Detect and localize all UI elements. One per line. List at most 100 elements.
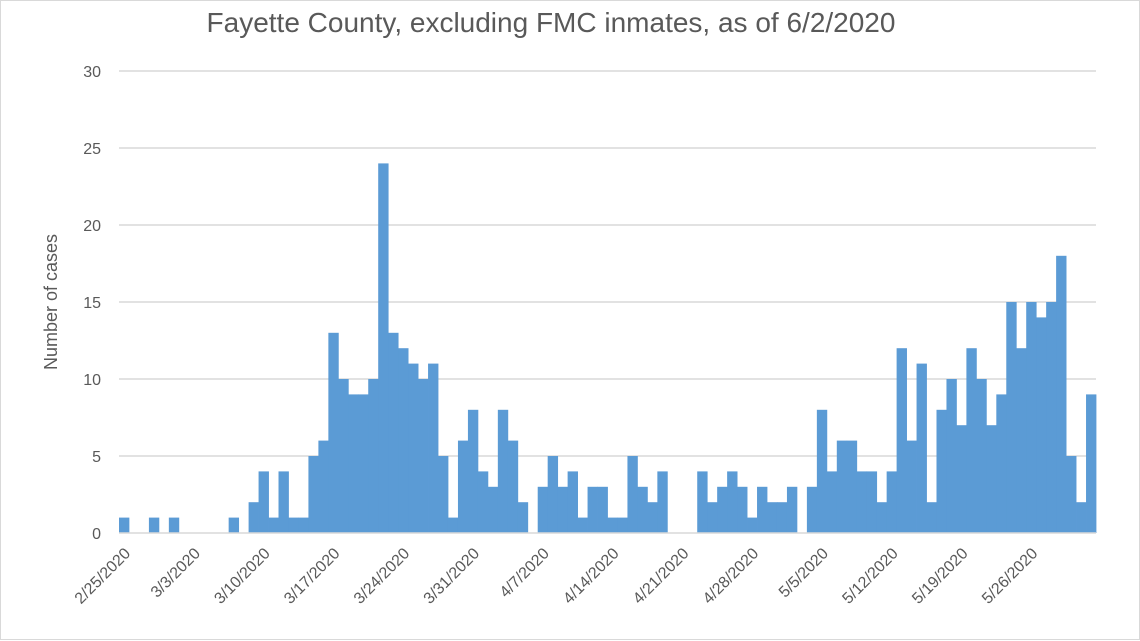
- bar: [607, 517, 618, 533]
- bar: [447, 517, 459, 533]
- bar: [816, 409, 828, 533]
- bar: [856, 471, 868, 533]
- bar: [428, 363, 439, 533]
- bar: [876, 502, 888, 533]
- bar: [338, 379, 349, 533]
- y-tick-label: 30: [83, 64, 101, 81]
- bar: [438, 456, 449, 533]
- bar: [358, 394, 369, 533]
- x-tick-label: 5/5/2020: [776, 545, 832, 601]
- bar: [388, 332, 399, 533]
- bar: [717, 486, 728, 533]
- bar: [976, 379, 987, 533]
- bar: [866, 471, 878, 533]
- bar: [378, 163, 389, 533]
- bar: [298, 517, 309, 533]
- bar: [637, 486, 648, 533]
- bar: [398, 348, 409, 533]
- x-tick-label: 2/25/2020: [72, 545, 134, 607]
- bar: [148, 517, 160, 533]
- x-tick-label: 4/7/2020: [497, 545, 553, 601]
- bar: [966, 348, 977, 533]
- bar: [956, 425, 967, 533]
- bar: [916, 363, 927, 533]
- bar: [1036, 317, 1047, 533]
- bar: [258, 471, 269, 533]
- bar: [577, 517, 588, 533]
- y-tick-label: 25: [83, 141, 101, 158]
- bar: [747, 517, 758, 533]
- y-tick-label: 15: [83, 295, 101, 312]
- bar: [1056, 255, 1067, 534]
- x-tick-label: 3/3/2020: [148, 545, 204, 601]
- bar: [537, 486, 549, 533]
- bar: [647, 502, 658, 533]
- bar: [946, 379, 957, 533]
- x-tick-label: 5/12/2020: [839, 545, 901, 607]
- bar: [477, 471, 489, 533]
- bar: [737, 486, 748, 533]
- bar: [119, 517, 130, 533]
- bar: [547, 456, 559, 533]
- bar: [168, 517, 180, 533]
- bar: [567, 471, 578, 533]
- x-tick-label: 3/24/2020: [351, 545, 413, 607]
- bar: [368, 379, 379, 533]
- bar: [657, 471, 668, 533]
- gridlines: [119, 70, 1096, 457]
- bar: [926, 502, 937, 533]
- chart-title: Fayette County, excluding FMC inmates, a…: [206, 7, 896, 38]
- bar: [408, 363, 419, 533]
- x-tick-label: 5/19/2020: [909, 545, 971, 607]
- bar: [757, 486, 768, 533]
- bar: [1066, 456, 1077, 533]
- bars: [119, 163, 1097, 534]
- bar: [986, 425, 997, 533]
- bar: [268, 517, 279, 533]
- bar: [697, 471, 708, 533]
- bar: [308, 456, 319, 533]
- bar: [767, 502, 778, 533]
- bar: [228, 517, 240, 533]
- y-tick-label: 5: [92, 449, 101, 466]
- y-tick-label: 0: [92, 526, 101, 543]
- bar: [467, 409, 479, 533]
- bar: [1006, 302, 1017, 533]
- x-tick-labels: 2/25/2020 3/3/2020 3/10/2020 3/17/2020 3/24/…: [72, 545, 1042, 607]
- bar: [348, 394, 359, 533]
- bar: [727, 471, 738, 533]
- bar: [826, 471, 838, 533]
- bar: [806, 486, 818, 533]
- y-axis-title: Number of cases: [41, 234, 61, 370]
- bar: [1046, 302, 1057, 533]
- x-tick-label: 5/26/2020: [979, 545, 1041, 607]
- bar: [627, 456, 638, 533]
- bar: [776, 502, 788, 533]
- bar: [996, 394, 1007, 533]
- bar: [507, 440, 519, 533]
- bar: [1076, 502, 1087, 533]
- bar: [896, 348, 907, 533]
- bar: [707, 502, 718, 533]
- x-tick-label: 4/21/2020: [630, 545, 692, 607]
- bar: [836, 440, 848, 533]
- bar: [418, 379, 429, 533]
- bar: [617, 517, 628, 533]
- bar: [487, 486, 499, 533]
- bar: [786, 486, 798, 533]
- y-tick-label: 10: [83, 372, 101, 389]
- bar: [587, 486, 598, 533]
- bar: [886, 471, 898, 533]
- bar: [597, 486, 608, 533]
- x-tick-label: 3/10/2020: [211, 545, 273, 607]
- bar: [328, 332, 339, 533]
- bar: [318, 440, 329, 533]
- bar: [278, 471, 289, 533]
- y-tick-label: 20: [83, 218, 101, 235]
- x-tick-label: 3/17/2020: [281, 545, 343, 607]
- bar: [906, 440, 917, 533]
- bar: [1086, 394, 1097, 533]
- bar: [1016, 348, 1027, 533]
